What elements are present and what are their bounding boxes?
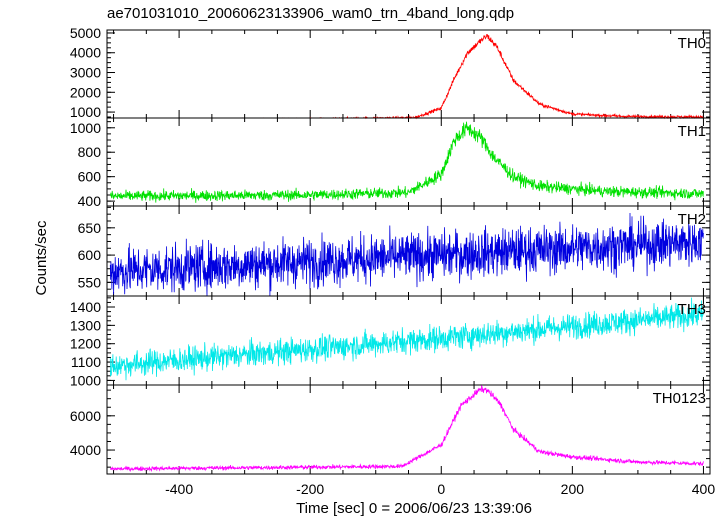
chart-title: ae701031010_20060623133906_wam0_trn_4ban… (107, 5, 514, 22)
x-axis-label: Time [sec] 0 = 2006/06/23 13:39:06 (296, 500, 532, 516)
series-line-th1 (109, 121, 704, 203)
y-tick-label: 1400 (70, 299, 101, 315)
panel-th0123: 4000 6000 TH0123 (70, 384, 711, 475)
x-tick-label: 400 (692, 481, 716, 497)
y-tick-label: 550 (78, 274, 102, 290)
y-tick-label: 3000 (70, 65, 101, 81)
panel-th3: 1000 1100 1200 1300 1400 TH3 (70, 295, 711, 388)
x-tick-label: -200 (296, 481, 324, 497)
y-tick-label: 400 (78, 193, 102, 209)
y-tick-label: 1300 (70, 317, 101, 333)
y-tick-label: 600 (78, 169, 102, 185)
y-tick-label: 2000 (70, 84, 101, 100)
panel-frame (106, 29, 711, 119)
x-tick-label: 200 (561, 481, 585, 497)
panel-label: TH2 (678, 211, 706, 228)
panel-th1: 400 600 800 1000 TH1 (70, 117, 711, 209)
y-tick-label: 650 (78, 220, 102, 236)
panel-th0: 1000 2000 3000 4000 5000 TH0 (70, 25, 711, 120)
y-axis-label: Counts/sec (33, 220, 50, 296)
panel-frame (106, 384, 711, 475)
y-tick-label: 5000 (70, 25, 101, 41)
y-tick-label: 6000 (70, 408, 101, 424)
series-line-th0123 (110, 385, 704, 473)
series-line-th2 (109, 212, 704, 297)
panel-label: TH0123 (653, 390, 706, 407)
x-tick-label: -400 (165, 481, 193, 497)
y-tick-label: 1100 (71, 354, 101, 370)
x-tick-label: 0 (437, 481, 445, 497)
series-line-th0 (110, 34, 704, 120)
panel-th2: 550 600 650 TH2 (78, 205, 711, 297)
series-line-th3 (109, 297, 704, 381)
y-tick-label: 1200 (70, 336, 101, 352)
panel-frame (106, 295, 711, 386)
y-tick-label: 4000 (70, 442, 101, 458)
y-tick-label: 1000 (70, 120, 101, 136)
y-tick-label: 4000 (70, 45, 101, 61)
y-tick-label: 1000 (70, 372, 101, 388)
panel-label: TH0 (678, 35, 706, 52)
y-tick-label: 800 (78, 144, 102, 160)
panel-label: TH1 (678, 123, 706, 140)
panel-label: TH3 (678, 301, 706, 318)
y-tick-label: 600 (78, 247, 102, 263)
y-tick-label: 1000 (70, 104, 101, 120)
